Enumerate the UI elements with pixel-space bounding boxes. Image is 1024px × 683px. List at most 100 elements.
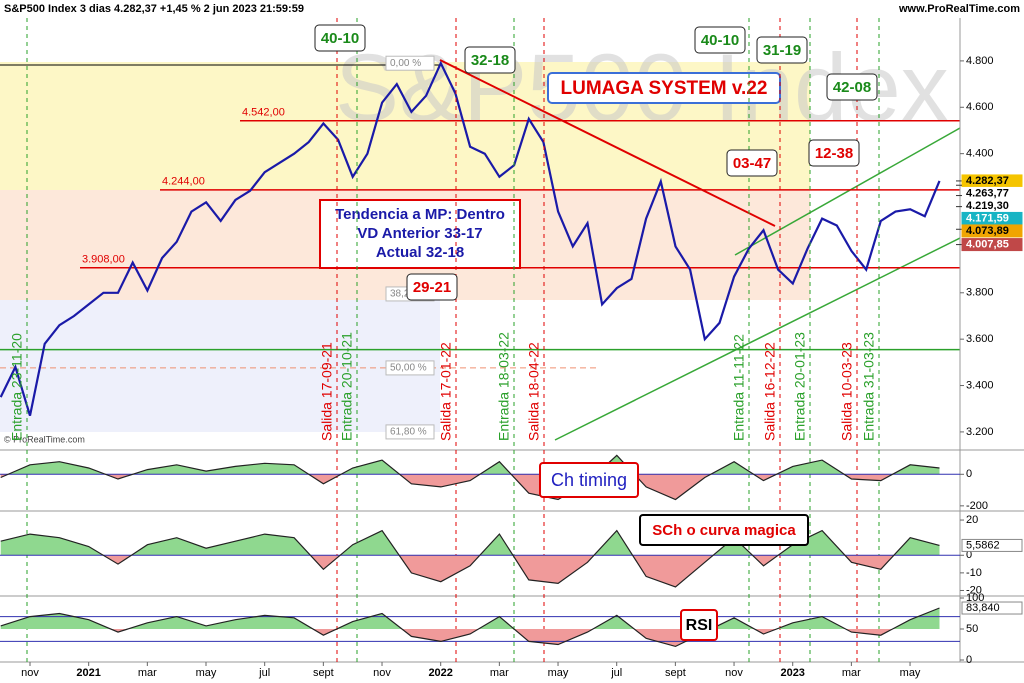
trend-box: [319, 199, 521, 269]
trend-text: VD Anterior 33-17: [357, 225, 482, 242]
last-tag-label: 5,5862: [966, 539, 1000, 551]
fibo-label: 61,80 %: [390, 427, 427, 438]
x-tick-label: sept: [665, 667, 686, 679]
score-label: 31-19: [763, 42, 801, 59]
x-tick-label: may: [900, 667, 921, 679]
area-positive: [8, 455, 940, 475]
panel-borders: [0, 18, 1024, 663]
score-label: 29-21: [413, 279, 451, 296]
price-tag-label: 4.282,37: [966, 175, 1009, 187]
indicator-label: RSI: [686, 617, 713, 634]
y-tick-label: 100: [966, 592, 984, 604]
y-tick-label: -10: [966, 567, 982, 579]
fibo-label: 50,00 %: [390, 363, 427, 374]
score-label: 32-18: [471, 52, 509, 69]
y-tick-label: -20: [966, 584, 982, 596]
price-tag: [961, 224, 1023, 238]
y-tick-label: 0: [966, 549, 972, 561]
y-tick-label: 4.400: [966, 148, 994, 160]
copyright: © ProRealTime.com: [4, 434, 85, 444]
y-tick-label: 3.200: [966, 426, 994, 438]
indicator-line: [0, 607, 940, 648]
fibo-box: [385, 55, 435, 71]
area-negative: [0, 555, 940, 587]
signal-label: Entrada 31-03-23: [861, 332, 877, 441]
score-box: [826, 73, 878, 101]
y-tick-label: 3.800: [966, 287, 994, 299]
indicator-box: [639, 514, 809, 546]
price-line: [0, 60, 941, 417]
score-label: 42-08: [833, 79, 871, 96]
score-box: [808, 139, 860, 167]
y-tick-label: 0: [966, 468, 972, 480]
price-tag-label: 4.073,89: [966, 225, 1009, 237]
score-box: [694, 26, 746, 54]
area-positive: [0, 530, 940, 556]
price-tag-label: 4.219,30: [966, 200, 1009, 212]
system-box: [547, 72, 781, 104]
level-label: 4.244,00: [162, 176, 205, 188]
last-tag-label: 83,840: [966, 602, 1000, 614]
x-tick-label: may: [548, 667, 569, 679]
x-tick-label: may: [196, 667, 217, 679]
level-label: 3.908,00: [82, 254, 125, 266]
fibo-box: [385, 360, 435, 376]
x-tick-label: mar: [138, 667, 157, 679]
y-tick-label: -200: [966, 500, 988, 512]
signal-label: Entrada 11-11-22: [731, 334, 747, 441]
y-tick-label: 50: [966, 623, 978, 635]
last-tag: [961, 601, 1023, 615]
indicator-box: [539, 462, 639, 498]
y-tick-label: 3.600: [966, 333, 994, 345]
score-label: 03-47: [733, 155, 771, 172]
channel-line: [734, 127, 960, 256]
x-tick-label: sept: [313, 667, 334, 679]
signal-label: Salida 17-09-21: [319, 342, 335, 441]
signal-label: Entrada 20-01-23: [792, 332, 808, 441]
y-tick-label: 0: [966, 654, 972, 666]
score-box: [726, 149, 778, 177]
indicator-line: [0, 454, 940, 501]
fibo-label: 0,00 %: [390, 58, 421, 69]
score-box: [406, 273, 458, 301]
score-label: 12-38: [815, 145, 853, 162]
x-tick-label: nov: [373, 667, 391, 679]
area-negative: [0, 629, 940, 647]
indicator-box: [680, 609, 718, 641]
score-box: [464, 46, 516, 74]
signal-label: Salida 17-01-22: [438, 342, 454, 441]
system-label: LUMAGA SYSTEM v.22: [561, 78, 768, 99]
x-tick-label: 2023: [780, 667, 804, 679]
x-tick-label: mar: [490, 667, 509, 679]
price-tag-label: 4.263,77: [966, 187, 1009, 199]
signal-label: Salida 18-04-22: [526, 342, 542, 441]
signal-label: Entrada 23-11-20: [9, 333, 25, 441]
price-tag-label: 4.171,59: [966, 212, 1009, 224]
y-tick-label: 4.600: [966, 101, 994, 113]
signal-label: Entrada 20-10-21: [339, 332, 355, 441]
signal-label: Salida 10-03-23: [839, 342, 855, 441]
fibo-box: [385, 424, 435, 440]
indicator-label: SCh o curva magica: [652, 522, 796, 539]
indicator-line: [0, 529, 940, 588]
y-tick-label: 4.800: [966, 55, 994, 67]
x-tick-label: jul: [610, 667, 622, 679]
level-label: 4.542,00: [242, 107, 285, 119]
x-tick-label: jul: [258, 667, 270, 679]
header-title: S&P500 Index 3 dias 4.282,37 +1,45 % 2 j…: [4, 3, 304, 15]
signal-label: Entrada 18-03-22: [496, 332, 512, 441]
y-tick-label: 3.400: [966, 379, 994, 391]
x-tick-label: 2022: [428, 667, 452, 679]
area-negative: [0, 474, 940, 500]
zone: [0, 300, 440, 432]
y-tick-label: 20: [966, 514, 978, 526]
score-box: [314, 24, 366, 52]
score-label: 40-10: [321, 30, 359, 47]
x-tick-label: 2021: [76, 667, 100, 679]
x-tick-label: nov: [21, 667, 39, 679]
price-tag-label: 4.007,85: [966, 238, 1009, 250]
last-tag: [961, 538, 1023, 552]
header-site: www.ProRealTime.com: [898, 3, 1020, 15]
